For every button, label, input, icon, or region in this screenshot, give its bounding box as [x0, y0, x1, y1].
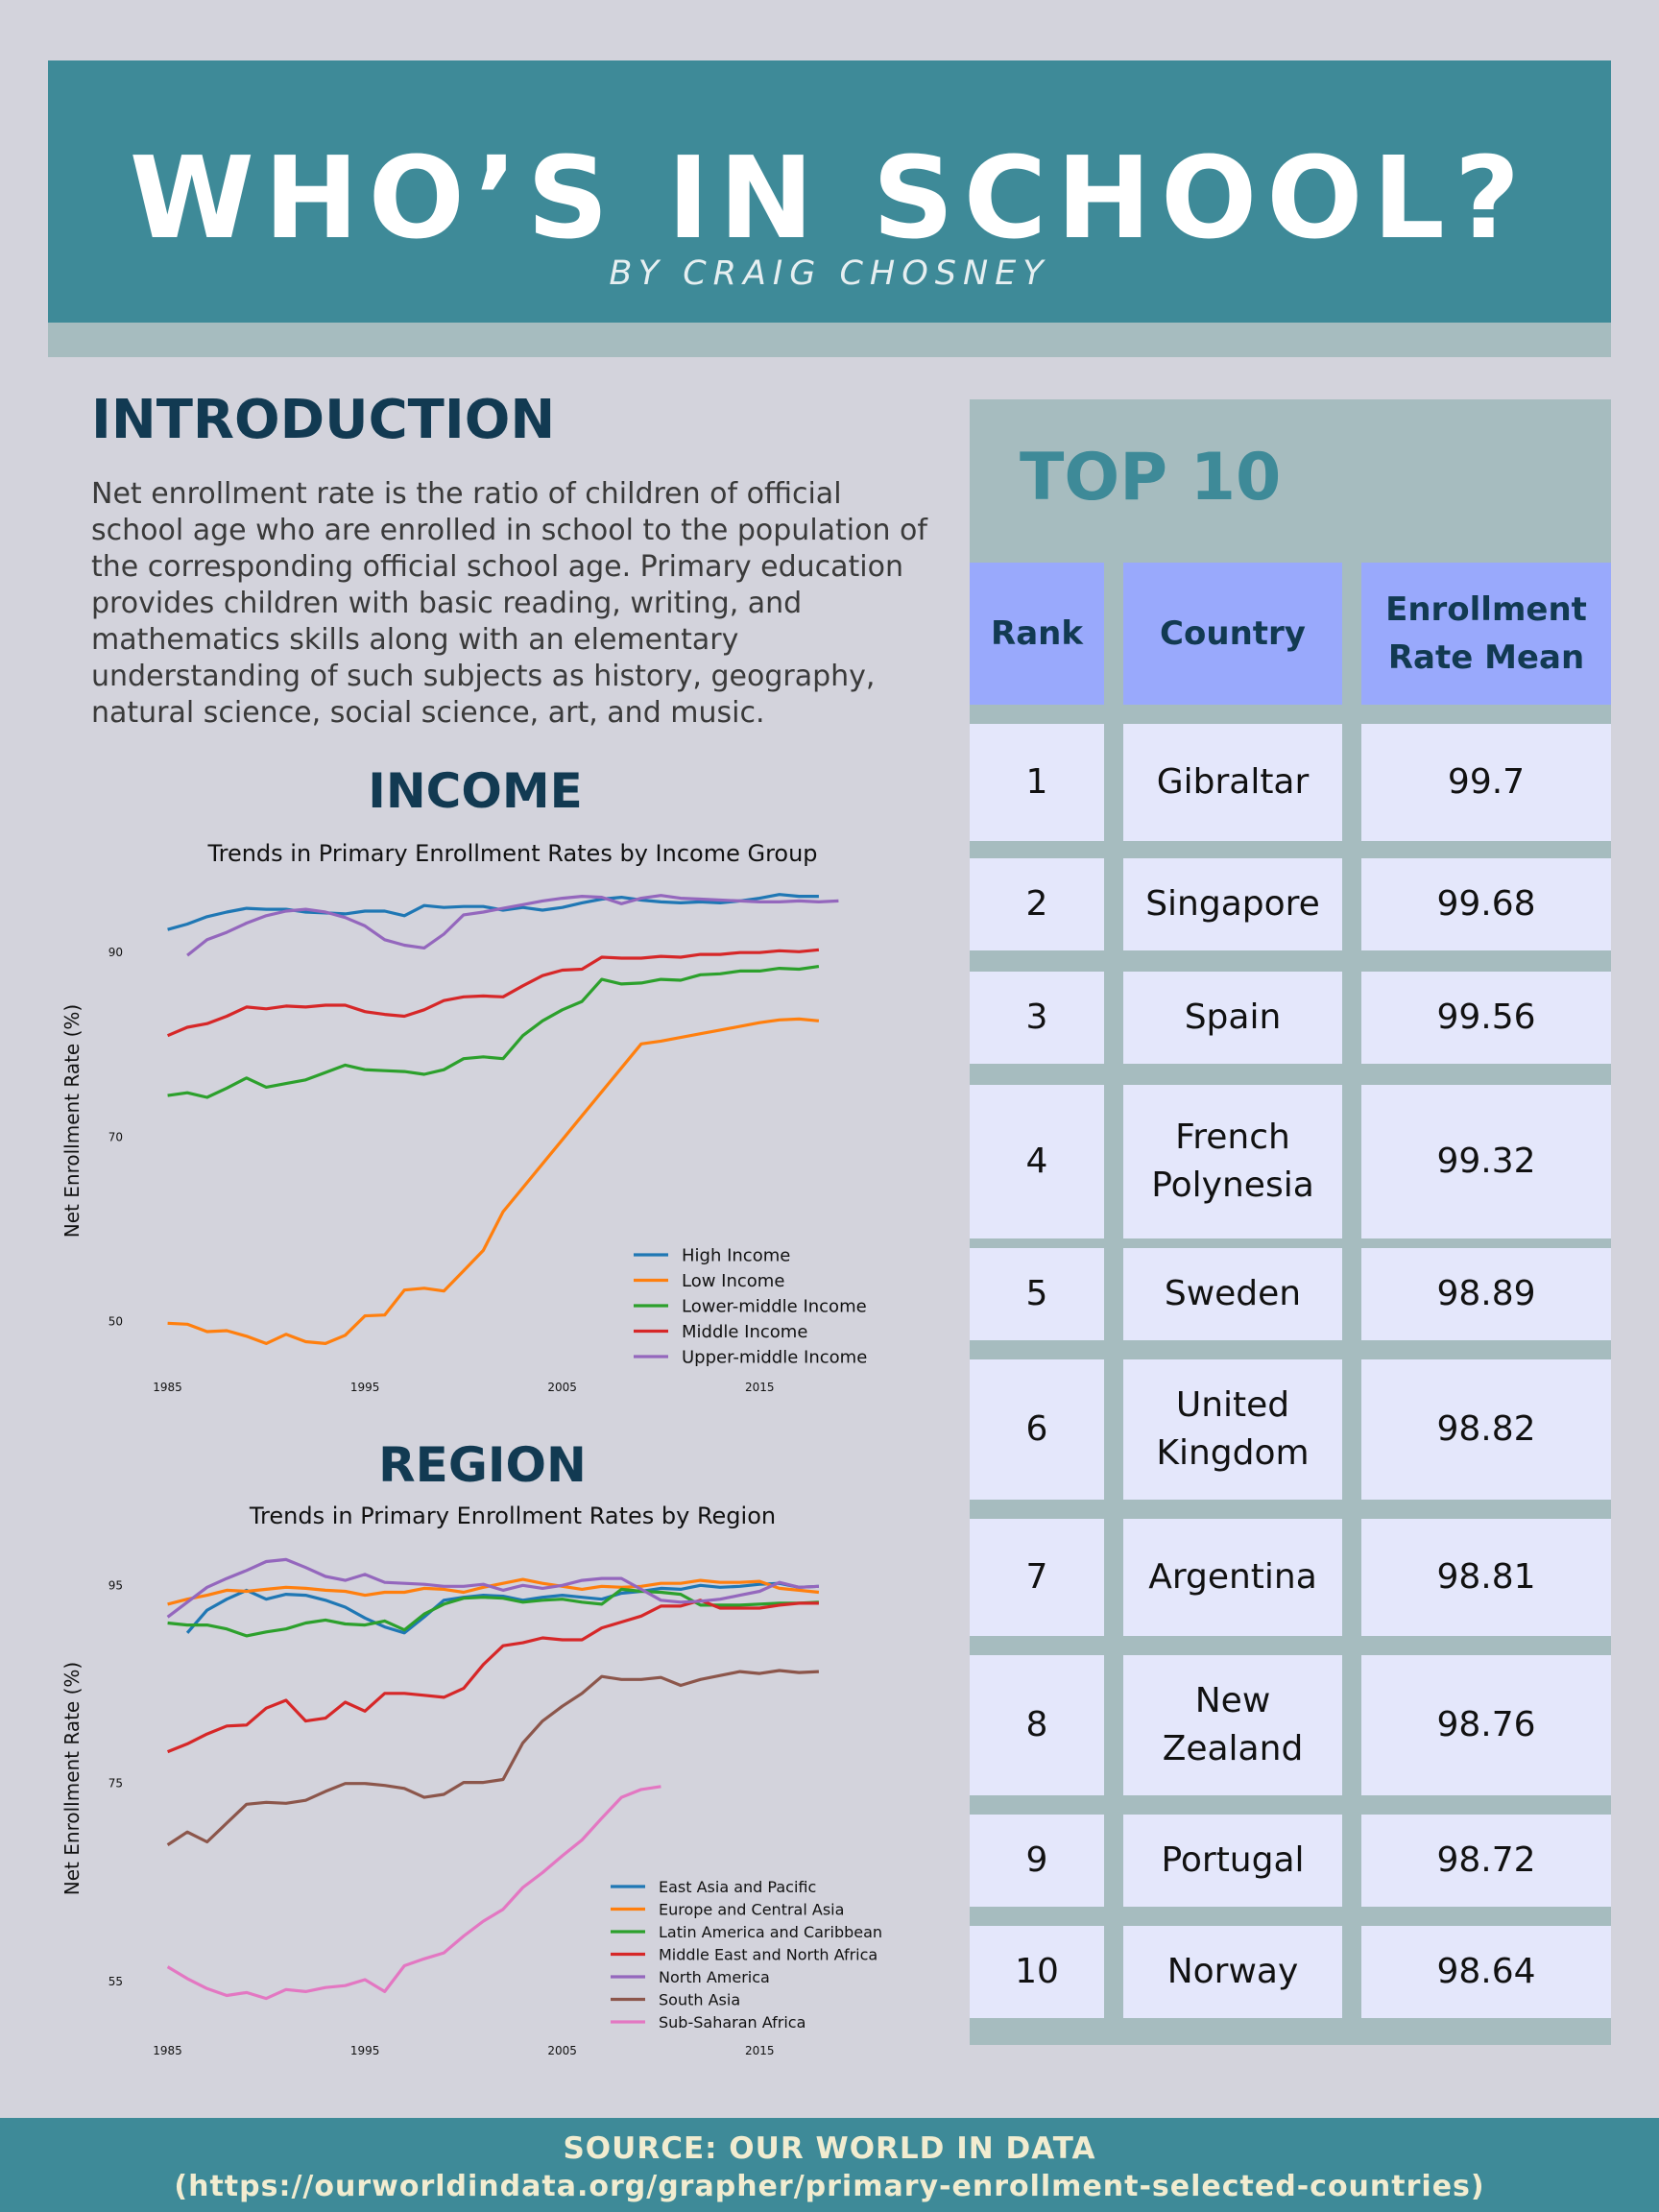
legend-entry: Latin America and Caribbean — [659, 1923, 882, 1941]
x-tick-label: 1995 — [350, 2044, 380, 2057]
mean-cell: 98.72 — [1361, 1815, 1611, 1907]
mean-cell: 98.89 — [1361, 1248, 1611, 1340]
series-line — [167, 893, 819, 931]
series-line — [167, 1017, 820, 1346]
mean-cell: 99.32 — [1361, 1085, 1611, 1238]
series-line — [167, 1577, 820, 1606]
y-tick-label: 70 — [108, 1130, 123, 1143]
legend-entry: North America — [659, 1968, 770, 1986]
rank-cell: 5 — [970, 1248, 1104, 1340]
chart-title: Trends in Primary Enrollment Rates by In… — [206, 840, 817, 867]
country-cell: New Zealand — [1123, 1655, 1342, 1795]
legend-entry: South Asia — [659, 1990, 740, 2008]
intro-text: Net enrollment rate is the ratio of chil… — [91, 477, 927, 730]
byline: BY CRAIG CHOSNEY — [609, 254, 1050, 293]
y-tick-label: 90 — [108, 946, 123, 959]
rank-cell: 2 — [970, 858, 1104, 950]
intro-heading: INTRODUCTION — [91, 389, 556, 451]
rank-cell: 8 — [970, 1655, 1104, 1795]
country-cell: Argentina — [1123, 1519, 1342, 1636]
y-tick-label: 50 — [108, 1314, 123, 1328]
x-tick-label: 1985 — [153, 1381, 182, 1394]
header-strip — [48, 323, 1611, 357]
country-cell: Portugal — [1123, 1815, 1342, 1907]
rank-cell: 4 — [970, 1085, 1104, 1238]
income-chart: Trends in Primary Enrollment Rates by In… — [60, 840, 867, 1394]
rank-cell: 1 — [970, 724, 1104, 841]
mean-cell: 98.64 — [1361, 1926, 1611, 2018]
legend-entry: Low Income — [682, 1271, 784, 1291]
legend-entry: High Income — [682, 1245, 790, 1265]
region-chart: Trends in Primary Enrollment Rates by Re… — [60, 1503, 882, 2057]
series-line — [185, 1581, 819, 1635]
legend-entry: East Asia and Pacific — [659, 1878, 816, 1896]
legend-entry: Sub-Saharan Africa — [659, 2013, 805, 2032]
column-header: Rank — [970, 563, 1104, 705]
series-line — [166, 1669, 819, 1846]
chart-title: Trends in Primary Enrollment Rates by Re… — [249, 1503, 776, 1529]
country-cell: Norway — [1123, 1926, 1342, 2018]
column-header: Country — [1123, 563, 1342, 705]
legend-entry: Europe and Central Asia — [659, 1900, 844, 1918]
legend-entry: Middle East and North Africa — [659, 1945, 878, 1963]
series-line — [166, 948, 820, 1038]
x-tick-label: 2015 — [745, 1381, 775, 1394]
page-title: WHO’S IN SCHOOL? — [129, 132, 1530, 264]
x-tick-label: 1995 — [350, 1381, 380, 1394]
rank-cell: 10 — [970, 1926, 1104, 2018]
header-banner: WHO’S IN SCHOOL? BY CRAIG CHOSNEY — [48, 60, 1611, 323]
y-tick-label: 55 — [108, 1975, 123, 1988]
series-line — [166, 1557, 819, 1619]
x-tick-label: 1985 — [153, 2044, 182, 2057]
x-tick-label: 2015 — [745, 2044, 775, 2057]
footer: SOURCE: OUR WORLD IN DATA (https://ourwo… — [0, 2118, 1659, 2212]
country-cell: Singapore — [1123, 858, 1342, 950]
y-axis-label: Net Enrollment Rate (%) — [60, 1004, 84, 1238]
mean-cell: 99.7 — [1361, 724, 1611, 841]
country-cell: French Polynesia — [1123, 1085, 1342, 1238]
country-cell: Spain — [1123, 972, 1342, 1064]
series-line — [167, 965, 820, 1099]
y-tick-label: 95 — [108, 1578, 123, 1592]
rank-cell: 3 — [970, 972, 1104, 1064]
country-cell: United Kingdom — [1123, 1359, 1342, 1500]
mean-cell: 98.82 — [1361, 1359, 1611, 1500]
country-cell: Sweden — [1123, 1248, 1342, 1340]
region-heading: REGION — [378, 1437, 587, 1493]
mean-cell: 99.68 — [1361, 858, 1611, 950]
y-tick-label: 75 — [108, 1777, 123, 1791]
rank-cell: 6 — [970, 1359, 1104, 1500]
y-axis-label: Net Enrollment Rate (%) — [60, 1662, 84, 1895]
top10-panel: TOP 10 Rank Country Enrollment Rate Mean 1 G… — [970, 399, 1611, 2045]
series-line — [167, 1587, 819, 1638]
mean-cell: 99.56 — [1361, 972, 1611, 1064]
rank-cell: 7 — [970, 1519, 1104, 1636]
series-line — [186, 894, 839, 957]
legend-entry: Upper-middle Income — [682, 1347, 867, 1367]
x-tick-label: 2005 — [547, 1381, 577, 1394]
income-heading: INCOME — [368, 763, 583, 819]
rank-cell: 9 — [970, 1815, 1104, 1907]
source-url: (https://ourworldindata.org/grapher/prim… — [174, 2170, 1485, 2203]
mean-cell: 98.81 — [1361, 1519, 1611, 1636]
series-line — [166, 1785, 661, 2001]
country-cell: Gibraltar — [1123, 724, 1342, 841]
mean-cell: 98.76 — [1361, 1655, 1611, 1795]
column-header: Enrollment Rate Mean — [1361, 563, 1611, 705]
source-label: SOURCE: OUR WORLD IN DATA — [563, 2131, 1096, 2166]
x-tick-label: 2005 — [547, 2044, 577, 2057]
series-line — [167, 1599, 819, 1754]
legend-entry: Middle Income — [682, 1322, 807, 1342]
legend-entry: Lower-middle Income — [682, 1296, 867, 1316]
top10-title: TOP 10 — [1020, 440, 1282, 516]
